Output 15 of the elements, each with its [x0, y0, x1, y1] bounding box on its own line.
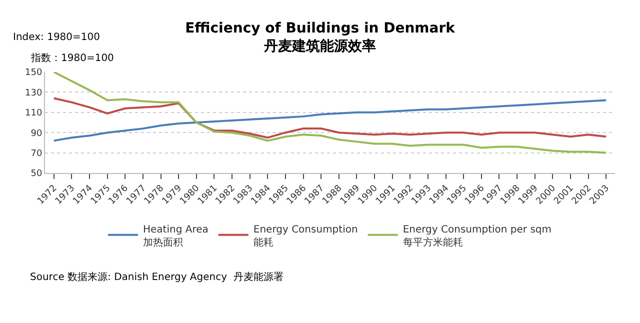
y-tick-label: 150 [25, 68, 42, 78]
y-tick-label: 50 [30, 169, 42, 180]
legend-label: Energy Consumption per sqm 每平方米能耗 [402, 224, 552, 248]
legend-label: Energy Consumption 能耗 [253, 224, 358, 248]
y-tick-label: 70 [30, 148, 42, 159]
chart-subtitle: 丹麦建筑能源效率 [263, 38, 376, 54]
text: Index: 1980=100 [13, 32, 100, 43]
y-tick-label: 110 [25, 108, 42, 119]
line-series [52, 72, 608, 154]
source-note: Source 数据来源: Danish Energy Agency 丹麦能源署 [30, 271, 284, 283]
y-tick-label: 130 [25, 88, 42, 98]
y-tick-label: 90 [30, 128, 42, 139]
chart-title: Efficiency of Buildings in Denmark [185, 20, 456, 36]
text: 指数：1980=100 [30, 52, 114, 64]
legend-label: Heating Area 加热面积 [143, 224, 208, 248]
